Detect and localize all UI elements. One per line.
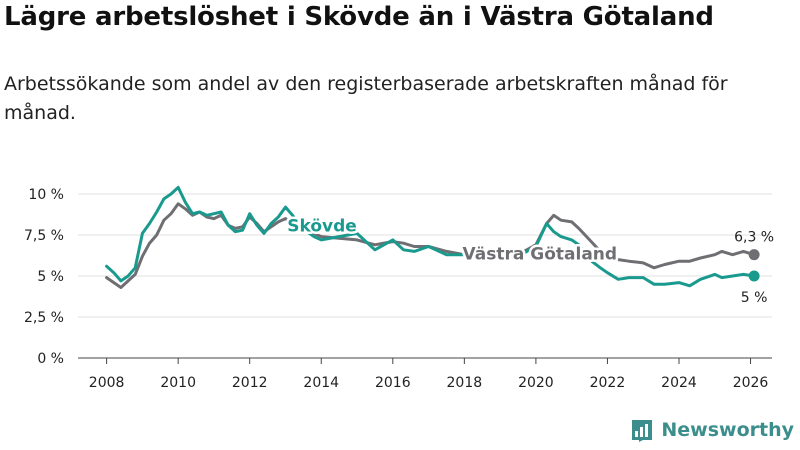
end-point-vg [748, 249, 760, 261]
series-line-vg [105, 202, 756, 289]
newsworthy-logo-icon [632, 420, 653, 442]
series-name-label-skovde: Skövde [287, 217, 357, 237]
x-tick-label: 2014 [303, 375, 339, 391]
chart-lines [105, 185, 760, 289]
end-point-skovde [748, 270, 760, 282]
x-tick-label: 2010 [160, 375, 196, 391]
y-tick-label: 0 % [37, 351, 64, 367]
x-tick-label: 2024 [661, 375, 697, 391]
x-axis: 2008 2010 2012 2014 2016 2018 2020 2022 2024 2026 [89, 358, 769, 391]
x-tick-label: 2016 [375, 375, 411, 391]
end-value-label-vg: 6,3 % [734, 230, 774, 246]
chart-grid [78, 193, 772, 359]
brand-name: Newsworthy [661, 419, 794, 441]
page-title: Lägre arbetslöshet i Skövde än i Västra … [4, 2, 714, 32]
x-tick-label: 2022 [590, 375, 626, 391]
series-name-label-vg: Västra Götaland [463, 245, 618, 265]
page-subtitle: Arbetssökande som andel av den registerb… [4, 73, 728, 124]
chart-labels: Skövde Västra Götaland 6,3 % 5 % [285, 214, 774, 306]
y-tick-label: 10 % [28, 187, 64, 203]
x-tick-label: 2020 [518, 375, 554, 391]
x-tick-label: 2026 [733, 375, 769, 391]
y-tick-label: 7,5 % [24, 228, 64, 244]
y-tick-label: 5 % [37, 269, 64, 285]
x-tick-label: 2008 [89, 375, 125, 391]
brand-logo: Newsworthy [630, 418, 794, 442]
x-tick-label: 2012 [232, 375, 268, 391]
y-tick-label: 2,5 % [24, 310, 64, 326]
y-axis-ticks: 0 % 2,5 % 5 % 7,5 % 10 % [24, 187, 64, 367]
end-value-label-skovde: 5 % [741, 290, 768, 306]
series-line-skovde [105, 185, 756, 288]
x-tick-label: 2018 [447, 375, 483, 391]
